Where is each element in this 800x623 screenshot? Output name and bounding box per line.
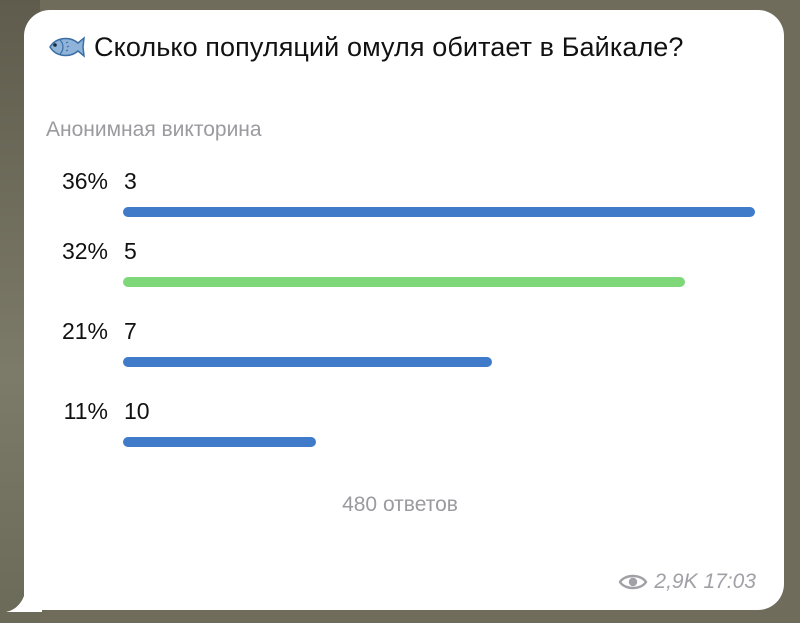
eye-icon xyxy=(618,574,648,590)
view-count: 2,9K xyxy=(654,570,698,593)
option-result-bar xyxy=(123,207,755,217)
poll-question-text: Сколько популяций омуля обитает в Байкал… xyxy=(94,32,684,62)
option-percent: 21% xyxy=(61,318,108,344)
poll-option-2[interactable]: 32% 5 xyxy=(0,238,800,308)
option-percent: 11% xyxy=(63,398,108,424)
poll-option-1[interactable]: 36% 3 xyxy=(0,168,800,238)
option-label: 3 xyxy=(124,168,137,194)
option-label: 10 xyxy=(124,398,150,424)
total-answers[interactable]: 480 ответов xyxy=(342,493,458,516)
poll-option-3[interactable]: 21% 7 xyxy=(0,318,800,388)
poll-message-bubble xyxy=(24,10,784,610)
poll-option-4[interactable]: 11% 10 xyxy=(0,398,800,468)
message-time: 17:03 xyxy=(703,570,756,593)
poll-type-label: Анонимная викторина xyxy=(46,118,262,141)
fish-icon xyxy=(49,36,85,58)
option-label: 5 xyxy=(124,238,137,264)
poll-question: Сколько популяций омуля обитает в Байкал… xyxy=(46,30,766,65)
option-label: 7 xyxy=(124,318,137,344)
option-result-bar xyxy=(123,437,316,447)
message-meta: 2,9K 17:03 xyxy=(618,570,756,594)
option-result-bar xyxy=(123,357,492,367)
option-result-bar xyxy=(123,277,685,287)
option-percent: 36% xyxy=(61,168,108,194)
option-percent: 32% xyxy=(61,238,108,264)
